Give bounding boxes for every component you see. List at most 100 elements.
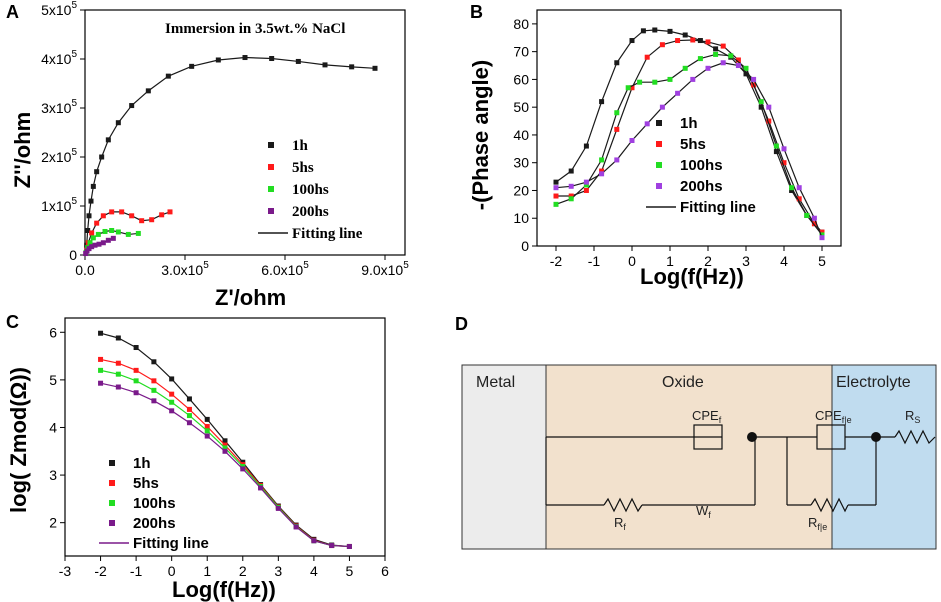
legend-marker-100hs xyxy=(109,500,115,506)
legend-b: 1h 5hs 100hs 200hs Fitting line xyxy=(646,115,756,216)
data-point-200hs xyxy=(133,390,139,396)
data-point-5hs xyxy=(659,42,665,48)
data-point-1h xyxy=(115,335,121,341)
data-point-1h xyxy=(115,120,121,126)
data-point-200hs xyxy=(222,448,228,454)
data-point-100hs xyxy=(87,240,93,246)
cpe-fe-element xyxy=(816,424,846,450)
data-point-100hs xyxy=(109,228,115,233)
data-point-1h xyxy=(758,104,764,110)
data-point-200hs xyxy=(568,183,574,189)
data-point-100hs xyxy=(667,76,673,82)
data-point-100hs xyxy=(758,99,764,105)
x-tick-label: -2 xyxy=(550,253,563,269)
oxide-region xyxy=(546,365,832,549)
data-point-100hs xyxy=(614,110,620,116)
data-point-5hs xyxy=(169,391,175,397)
x-axis-label-a: Z'/ohm xyxy=(215,285,286,310)
data-point-100hs xyxy=(553,201,559,207)
x-tick-label: -1 xyxy=(588,253,601,269)
data-point-1h xyxy=(86,213,92,219)
data-point-200hs xyxy=(599,171,605,177)
data-point-100hs xyxy=(697,56,703,62)
plot-frame-a xyxy=(84,9,406,256)
data-point-5hs xyxy=(149,217,155,223)
data-point-1h xyxy=(322,62,328,68)
data-point-1h xyxy=(186,396,192,402)
data-point-100hs xyxy=(151,387,157,393)
metal-region xyxy=(462,365,546,549)
data-point-100hs xyxy=(135,230,141,236)
y-tick-label: 0 xyxy=(521,238,529,254)
data-point-200hs xyxy=(186,420,192,426)
legend-marker-1h xyxy=(109,460,115,466)
data-point-1h xyxy=(652,27,658,33)
cpe-fe-label: CPEf|e xyxy=(815,408,852,425)
x-tick-label: 5 xyxy=(818,253,826,269)
y-tick-label: 6 xyxy=(49,324,57,340)
y-tick-label: 4x105 xyxy=(41,49,77,67)
data-point-200hs xyxy=(96,241,102,247)
electrolyte-region xyxy=(832,365,936,549)
data-point-1h xyxy=(90,183,96,189)
data-point-200hs xyxy=(151,398,157,404)
data-point-1h xyxy=(614,60,620,66)
data-point-5hs xyxy=(119,209,125,215)
y-tick-label: 40 xyxy=(513,127,529,143)
data-point-1h xyxy=(372,65,378,71)
legend-label-1h: 1h xyxy=(292,138,309,154)
nyquist-series xyxy=(83,55,378,257)
data-point-200hs xyxy=(169,408,175,414)
y-tick-label: 60 xyxy=(513,71,529,87)
data-point-100hs xyxy=(115,371,121,377)
y-tick-label: 70 xyxy=(513,44,529,60)
data-point-200hs xyxy=(720,60,726,66)
legend-label-100hs: 100hs xyxy=(680,157,723,174)
data-point-5hs xyxy=(705,39,711,45)
legend-label-5hs: 5hs xyxy=(680,136,706,153)
data-point-200hs xyxy=(766,104,772,110)
data-point-100hs xyxy=(115,229,121,235)
legend-fit-label: Fitting line xyxy=(680,199,756,216)
data-point-5hs xyxy=(583,187,589,193)
data-point-100hs xyxy=(652,79,658,85)
x-tick-label: -3 xyxy=(59,563,72,579)
legend-label-100hs: 100hs xyxy=(133,495,176,512)
data-point-1h xyxy=(269,56,275,62)
x-tick-label: 1 xyxy=(666,253,674,269)
x-tick-label: 6.0x105 xyxy=(261,260,309,278)
phase-series xyxy=(553,27,825,241)
resistor-rfe xyxy=(810,497,849,513)
wf-label: Wf xyxy=(696,503,711,520)
data-point-200hs xyxy=(100,240,106,246)
data-point-5hs xyxy=(133,367,139,373)
data-point-1h xyxy=(629,38,635,44)
data-point-200hs xyxy=(629,137,635,143)
data-point-1h xyxy=(129,103,135,109)
x-tick-label: 9.0x105 xyxy=(361,260,409,278)
data-point-1h xyxy=(640,28,646,34)
resistor-rs xyxy=(894,429,936,445)
data-point-5hs xyxy=(644,54,650,60)
data-point-5hs xyxy=(568,193,574,199)
data-point-1h xyxy=(667,28,673,34)
data-point-5hs xyxy=(553,193,559,199)
data-point-1h xyxy=(568,168,574,174)
data-point-200hs xyxy=(675,90,681,96)
data-point-1h xyxy=(583,143,589,149)
legend-a: 1h 5hs 100hs 200hs Fitting line xyxy=(258,138,363,242)
data-point-100hs xyxy=(222,445,228,451)
data-point-100hs xyxy=(95,231,101,237)
legend-marker-5hs xyxy=(109,480,115,486)
data-point-5hs xyxy=(159,212,165,218)
plot-frame-b xyxy=(536,9,842,247)
data-point-100hs xyxy=(637,79,643,85)
legend-marker-1h xyxy=(656,120,662,126)
data-point-5hs xyxy=(781,160,787,166)
data-point-200hs xyxy=(659,104,665,110)
y-tick-label: 2 xyxy=(49,515,57,531)
legend-c: 1h 5hs 100hs 200hs Fitting line xyxy=(99,455,209,552)
data-point-5hs xyxy=(735,57,741,63)
